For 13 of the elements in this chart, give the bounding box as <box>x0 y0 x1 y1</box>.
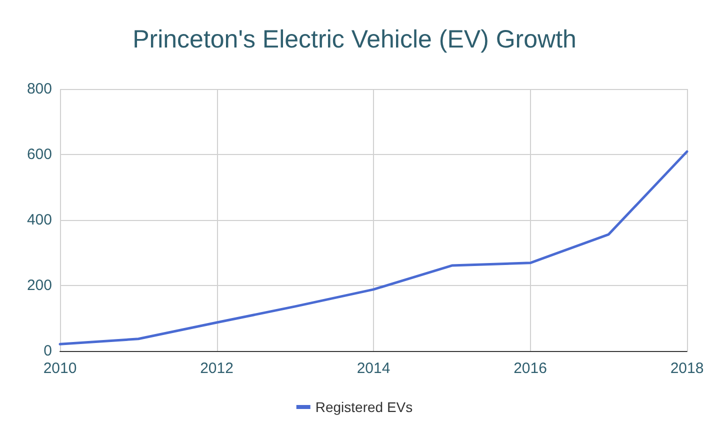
y-tick-label: 800 <box>26 80 52 98</box>
x-tick-label: 2014 <box>356 360 390 377</box>
y-tick-label: 0 <box>44 342 52 360</box>
x-tick-label: 2012 <box>200 360 234 377</box>
x-tick-label: 2010 <box>43 360 77 377</box>
legend-label: Registered EVs <box>315 399 413 415</box>
x-tick-label: 2016 <box>514 360 547 377</box>
y-tick-label: 400 <box>26 212 52 228</box>
y-tick-label: 600 <box>26 146 52 163</box>
y-tick-label: 200 <box>26 277 52 294</box>
line-series <box>58 150 688 346</box>
chart-title: Princeton's Electric Vehicle (EV) Growth <box>132 26 576 54</box>
x-tick-label: 2018 <box>670 360 704 377</box>
